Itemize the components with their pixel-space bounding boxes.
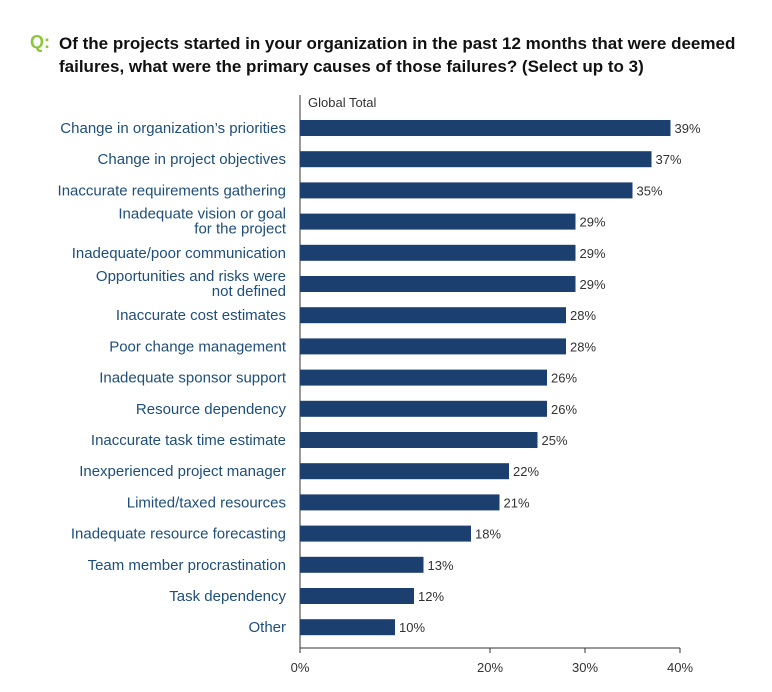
bar-15 xyxy=(300,556,424,573)
value-label-3: 35% xyxy=(637,183,663,198)
category-label-16: Task dependency xyxy=(169,588,286,605)
category-label-15: Team member procrastination xyxy=(88,557,286,574)
value-label-2: 37% xyxy=(656,152,682,167)
bar-5 xyxy=(300,244,576,261)
x-tick-label-3: 30% xyxy=(572,660,598,675)
category-label-3: Inaccurate requirements gathering xyxy=(58,182,286,199)
category-label-13: Limited/taxed resources xyxy=(127,494,286,511)
value-label-13: 21% xyxy=(504,495,530,510)
category-label-11: Inaccurate task time estimate xyxy=(91,432,286,449)
bar-17 xyxy=(300,619,395,636)
value-label-11: 25% xyxy=(542,433,568,448)
bar-6 xyxy=(300,276,576,292)
value-label-5: 29% xyxy=(580,246,606,261)
value-label-1: 39% xyxy=(675,121,701,136)
category-label-7: Inaccurate cost estimates xyxy=(116,307,286,324)
category-label-4: Inadequate vision or goal for the project xyxy=(118,206,286,238)
series-label: Global Total xyxy=(308,95,377,110)
value-label-7: 28% xyxy=(570,308,596,323)
bar-10 xyxy=(300,400,547,417)
value-label-10: 26% xyxy=(551,402,577,417)
bar-2 xyxy=(300,151,652,168)
category-label-10: Resource dependency xyxy=(136,401,287,418)
value-label-12: 22% xyxy=(513,464,539,479)
category-label-8: Poor change management xyxy=(109,338,287,355)
category-label-1: Change in organization’s priorities xyxy=(60,120,286,137)
bar-16 xyxy=(300,588,414,604)
category-label-14: Inadequate resource forecasting xyxy=(71,526,286,543)
value-label-8: 28% xyxy=(570,339,596,354)
bar-8 xyxy=(300,338,566,355)
bar-1 xyxy=(300,120,671,136)
value-label-15: 13% xyxy=(428,558,454,573)
bar-4 xyxy=(300,213,576,230)
category-label-2: Change in project objectives xyxy=(98,151,286,168)
value-label-17: 10% xyxy=(399,620,425,635)
value-label-4: 29% xyxy=(580,215,606,230)
value-label-14: 18% xyxy=(475,527,501,542)
bar-3 xyxy=(300,182,633,199)
bar-11 xyxy=(300,432,538,448)
category-label-12: Inexperienced project manager xyxy=(79,463,286,480)
bar-7 xyxy=(300,307,566,324)
category-label-6: Opportunities and risks were not defined xyxy=(96,268,286,300)
value-label-9: 26% xyxy=(551,371,577,386)
question-text: Of the projects started in your organiza… xyxy=(59,34,736,76)
bar-9 xyxy=(300,369,547,386)
value-label-6: 29% xyxy=(580,277,606,292)
category-label-9: Inadequate sponsor support xyxy=(99,370,287,387)
x-tick-label-1: 0% xyxy=(291,660,310,675)
category-label-17: Other xyxy=(248,619,286,636)
bar-13 xyxy=(300,494,500,511)
question-prefix: Q: xyxy=(30,32,50,52)
x-tick-label-2: 20% xyxy=(477,660,503,675)
value-label-16: 12% xyxy=(418,589,444,604)
category-label-5: Inadequate/poor communication xyxy=(72,245,286,262)
bar-12 xyxy=(300,463,509,480)
x-tick-label-4: 40% xyxy=(667,660,693,675)
bar-14 xyxy=(300,525,471,542)
